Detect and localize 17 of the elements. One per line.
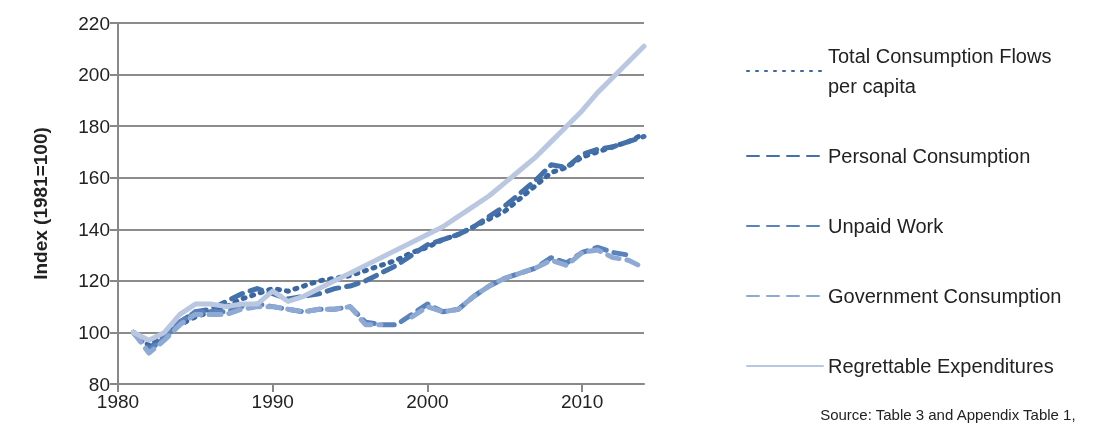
y-tick-label: 100 xyxy=(78,321,110,343)
legend-label: Government Consumption xyxy=(828,285,1062,307)
y-tick-label: 120 xyxy=(78,270,110,292)
y-tick-label: 160 xyxy=(78,167,110,189)
x-tick-label: 1990 xyxy=(251,391,294,412)
legend-label: Regrettable Expenditures xyxy=(828,355,1054,377)
y-axis-title: Index (1981=100) xyxy=(30,127,51,280)
legend-label: Unpaid Work xyxy=(828,215,945,237)
y-tick-label: 140 xyxy=(78,218,110,240)
source-note: Source: Table 3 and Appendix Table 1, xyxy=(820,406,1076,423)
x-tick-label: 2000 xyxy=(406,391,449,412)
legend-label: Personal Consumption xyxy=(828,145,1031,167)
y-tick-label: 180 xyxy=(78,115,110,137)
legend-label: Total Consumption Flows per capita xyxy=(828,45,1057,97)
x-tick-label: 2010 xyxy=(560,391,604,412)
y-tick-label: 200 xyxy=(78,64,110,86)
y-tick-label: 220 xyxy=(78,12,110,34)
